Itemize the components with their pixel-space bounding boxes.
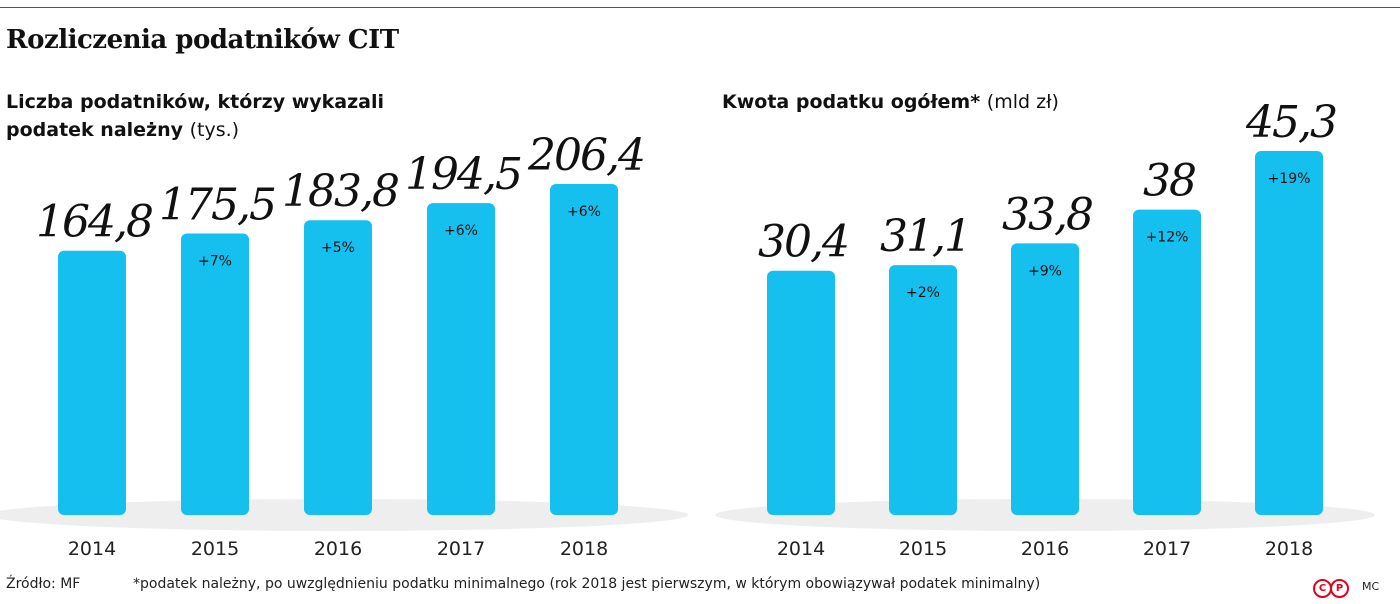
right-chart-unit: (mld zł): [986, 91, 1059, 113]
left-category-label-2017: 2017: [437, 538, 485, 560]
left-value-label-2015: 175,5: [159, 180, 275, 231]
right-change-label-2018: +19%: [1268, 171, 1311, 187]
right-value-label-2014: 30,4: [758, 217, 848, 268]
footnote: *podatek należny, po uwzględnieniu podat…: [133, 576, 1041, 592]
right-category-label-2015: 2015: [899, 538, 947, 560]
right-chart-title: Kwota podatku ogółem* (mld zł): [722, 88, 1222, 116]
right-category-label-2017: 2017: [1143, 538, 1191, 560]
right-bar-2016: [1011, 243, 1079, 515]
left-change-label-2018: +6%: [567, 204, 601, 220]
left-bar-2015: [181, 233, 249, 515]
left-change-label-2016: +5%: [321, 240, 355, 256]
left-value-label-2018: 206,4: [527, 130, 644, 181]
main-title: Rozliczenia podatników CIT: [6, 25, 399, 55]
right-bar-2015: [889, 265, 957, 515]
left-value-label-2016: 183,8: [282, 166, 399, 217]
right-value-label-2018: 45,3: [1245, 97, 1336, 148]
right-change-label-2015: +2%: [906, 285, 940, 301]
logo-p-icon: P: [1330, 579, 1349, 598]
source-note: Źródło: MF: [6, 576, 81, 592]
left-chart-unit: (tys.): [189, 119, 240, 141]
left-category-label-2015: 2015: [191, 538, 239, 560]
left-change-label-2015: +7%: [198, 254, 232, 270]
left-bar-2017: [427, 203, 495, 516]
right-change-label-2016: +9%: [1028, 263, 1062, 279]
left-category-label-2016: 2016: [314, 538, 362, 560]
top-rule: [0, 7, 1400, 8]
left-bar-chart: 164,8 2014 175,5 +7% 2015 183,8 +5% 2016 194,5 +6…: [0, 130, 688, 560]
left-value-label-2017: 194,5: [405, 149, 521, 200]
left-category-label-2018: 2018: [560, 538, 608, 560]
right-bar-2014: [767, 270, 835, 515]
right-value-label-2015: 31,1: [880, 211, 970, 262]
left-value-label-2014: 164,8: [36, 197, 153, 248]
left-category-label-2014: 2014: [68, 538, 116, 560]
right-bar-chart: 30,4 2014 31,1 +2% 2015 33,8 +9% 2016 38 +12% 2017…: [715, 97, 1375, 560]
right-category-label-2014: 2014: [777, 538, 825, 560]
author-initials: MC: [1362, 580, 1380, 593]
left-change-label-2017: +6%: [444, 223, 478, 239]
left-bar-2018: [550, 184, 618, 515]
left-chart-title: Liczba podatników, którzy wykazali podat…: [6, 88, 426, 144]
left-bar-2016: [304, 220, 372, 515]
right-change-label-2017: +12%: [1146, 230, 1189, 246]
left-chart-title-line1: Liczba podatników, którzy wykazali: [6, 91, 385, 113]
right-category-label-2018: 2018: [1265, 538, 1313, 560]
left-chart-title-line2: podatek należny: [6, 119, 184, 141]
right-category-label-2016: 2016: [1021, 538, 1069, 560]
right-bar-2017: [1133, 209, 1201, 515]
right-value-label-2016: 33,8: [1002, 189, 1093, 240]
right-chart-title-main: Kwota podatku ogółem*: [722, 91, 981, 113]
right-bar-2018: [1255, 151, 1323, 515]
left-bar-2014: [58, 250, 126, 515]
right-value-label-2017: 38: [1143, 156, 1196, 207]
